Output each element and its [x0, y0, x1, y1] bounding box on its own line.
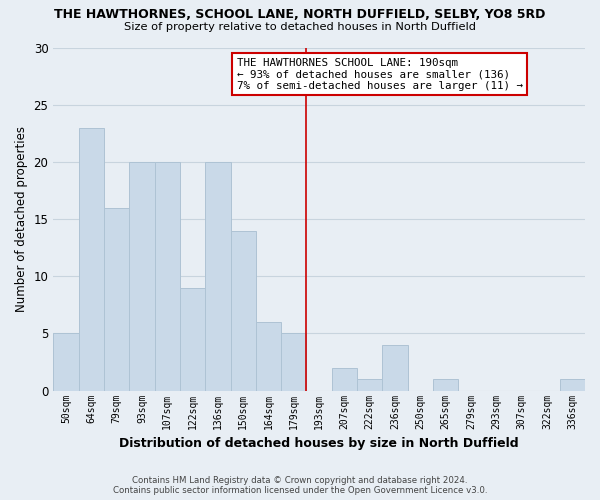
Bar	[357, 379, 382, 390]
Text: THE HAWTHORNES SCHOOL LANE: 190sqm
← 93% of detached houses are smaller (136)
7%: THE HAWTHORNES SCHOOL LANE: 190sqm ← 93%…	[237, 58, 523, 91]
Bar	[104, 208, 129, 390]
Bar	[230, 230, 256, 390]
Bar	[205, 162, 230, 390]
Bar	[332, 368, 357, 390]
Y-axis label: Number of detached properties: Number of detached properties	[15, 126, 28, 312]
Bar	[155, 162, 180, 390]
Bar	[281, 334, 307, 390]
Bar	[382, 345, 408, 391]
Bar	[53, 334, 79, 390]
X-axis label: Distribution of detached houses by size in North Duffield: Distribution of detached houses by size …	[119, 437, 519, 450]
Bar	[256, 322, 281, 390]
Bar	[79, 128, 104, 390]
Bar	[560, 379, 585, 390]
Text: THE HAWTHORNES, SCHOOL LANE, NORTH DUFFIELD, SELBY, YO8 5RD: THE HAWTHORNES, SCHOOL LANE, NORTH DUFFI…	[55, 8, 545, 20]
Text: Contains HM Land Registry data © Crown copyright and database right 2024.
Contai: Contains HM Land Registry data © Crown c…	[113, 476, 487, 495]
Text: Size of property relative to detached houses in North Duffield: Size of property relative to detached ho…	[124, 22, 476, 32]
Bar	[180, 288, 205, 391]
Bar	[129, 162, 155, 390]
Bar	[433, 379, 458, 390]
